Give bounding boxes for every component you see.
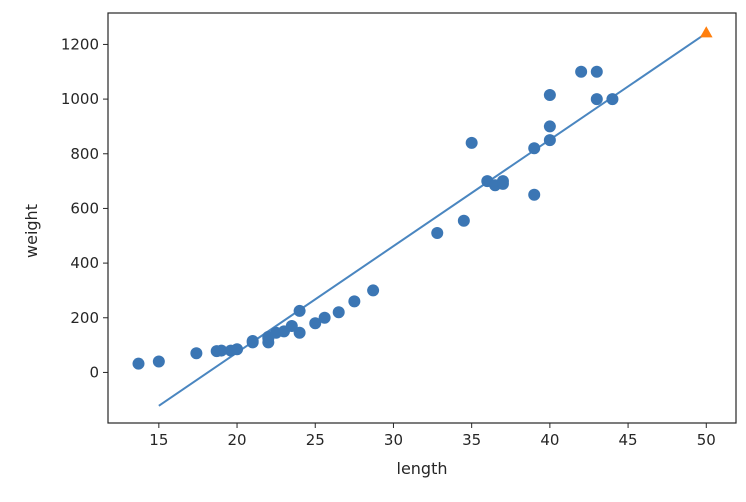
data-point	[543, 89, 556, 101]
data-point	[231, 343, 244, 356]
data-point	[457, 214, 470, 227]
data-point	[496, 175, 509, 188]
y-tick-label: 200	[70, 309, 99, 327]
data-point	[575, 65, 588, 78]
plot-area	[132, 26, 713, 407]
y-axis-label: weight	[22, 204, 41, 258]
axes: 15 20 25 30 35 40 45 50 0 200 400 600 800 1000 1200	[61, 12, 737, 449]
data-point	[293, 304, 306, 317]
data-point	[348, 295, 361, 308]
data-point	[590, 65, 603, 78]
data-point	[528, 188, 541, 201]
data-point	[246, 335, 259, 347]
data-point	[318, 311, 331, 324]
data-point	[590, 93, 603, 106]
y-tick-label: 1000	[61, 90, 99, 108]
y-tick-label: 800	[70, 145, 99, 163]
y-tick-label: 600	[70, 199, 99, 217]
x-tick-label: 30	[384, 431, 403, 449]
data-point	[190, 347, 203, 360]
x-tick-label: 25	[306, 431, 325, 449]
data-point	[606, 93, 619, 106]
data-point	[215, 344, 228, 357]
x-axis-label: length	[397, 459, 448, 478]
x-tick-label: 15	[149, 431, 168, 449]
data-point	[543, 120, 556, 133]
data-point	[285, 319, 298, 332]
plot-frame	[107, 12, 737, 424]
data-point	[528, 142, 541, 155]
data-point	[332, 306, 345, 319]
x-tick-label: 45	[619, 431, 638, 449]
data-point	[367, 284, 380, 297]
x-tick-label: 40	[540, 431, 559, 449]
y-tick-label: 0	[89, 363, 99, 381]
highlight-point	[699, 26, 713, 38]
y-tick-label: 1200	[61, 35, 99, 53]
data-point	[543, 134, 556, 147]
x-tick-label: 20	[227, 431, 246, 449]
data-point	[431, 227, 444, 240]
data-point	[309, 317, 322, 330]
y-tick-label: 400	[70, 254, 99, 272]
x-tick-label: 50	[697, 431, 716, 449]
data-point	[293, 326, 306, 339]
x-tick-label: 35	[462, 431, 481, 449]
data-point	[152, 355, 165, 368]
data-point	[465, 136, 478, 149]
data-point	[132, 357, 145, 370]
